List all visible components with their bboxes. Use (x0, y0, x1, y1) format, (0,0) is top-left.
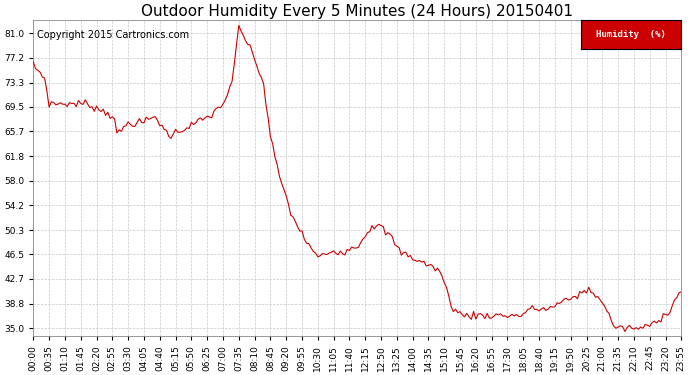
Title: Outdoor Humidity Every 5 Minutes (24 Hours) 20150401: Outdoor Humidity Every 5 Minutes (24 Hou… (141, 4, 573, 19)
Text: Copyright 2015 Cartronics.com: Copyright 2015 Cartronics.com (37, 30, 188, 40)
